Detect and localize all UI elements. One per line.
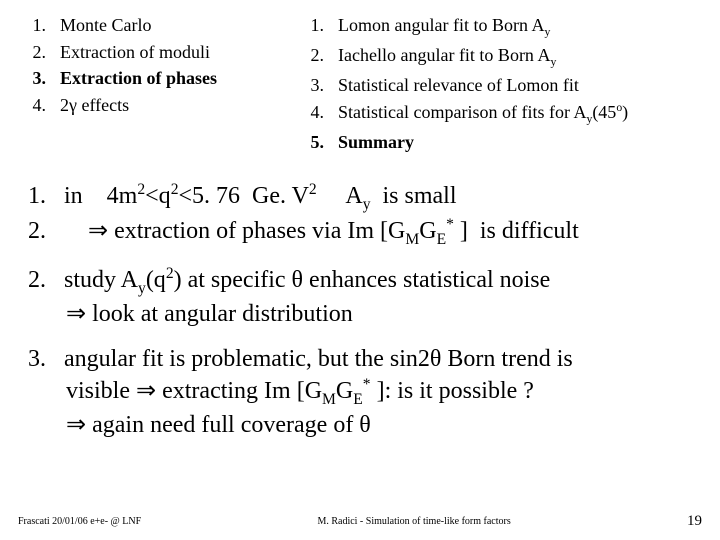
list-text: Statistical comparison of fits for Ay(45… [338, 101, 628, 127]
list-number: 4. [306, 101, 324, 127]
body-paragraph: 1. in 4m2<q2<5. 76 Ge. V2 Ay is small2. … [28, 180, 692, 250]
list-number: 1. [306, 14, 324, 40]
body-text: 1. in 4m2<q2<5. 76 Ge. V2 Ay is small2. … [28, 180, 692, 442]
list-text: Extraction of phases [60, 67, 217, 90]
list-item: 5. Summary [306, 131, 692, 154]
list-text: Monte Carlo [60, 14, 152, 37]
left-list: 1. Monte Carlo 2. Extraction of moduli 3. Ext… [28, 14, 272, 154]
footer: Frascati 20/01/06 e+e- @ LNF M. Radici -… [0, 513, 720, 530]
list-item: 4. 2γ effects [28, 94, 272, 117]
body-paragraph: 2. study Ay(q2) at specific θ enhances s… [28, 264, 692, 330]
list-text: 2γ effects [60, 94, 129, 117]
list-number: 3. [306, 74, 324, 97]
footer-center: M. Radici - Simulation of time-like form… [317, 516, 510, 527]
list-number: 4. [28, 94, 46, 117]
list-number: 2. [306, 44, 324, 70]
list-number: 1. [28, 14, 46, 37]
footer-left: Frascati 20/01/06 e+e- @ LNF [18, 516, 141, 527]
list-item: 3. Extraction of phases [28, 67, 272, 90]
list-item: 1. Lomon angular fit to Born Ay [306, 14, 692, 40]
list-text: Statistical relevance of Lomon fit [338, 74, 579, 97]
right-list: 1. Lomon angular fit to Born Ay 2. Iachello… [306, 14, 692, 154]
slide: 1. Monte Carlo 2. Extraction of moduli 3. Ext… [0, 0, 720, 540]
list-item: 1. Monte Carlo [28, 14, 272, 37]
list-item: 2. Extraction of moduli [28, 41, 272, 64]
body-paragraph: 3. angular fit is problematic, but the s… [28, 344, 692, 441]
list-item: 3. Statistical relevance of Lomon fit [306, 74, 692, 97]
list-text: Summary [338, 131, 414, 154]
list-number: 5. [306, 131, 324, 154]
list-text: Iachello angular fit to Born Ay [338, 44, 556, 70]
page-number: 19 [687, 513, 702, 530]
list-number: 2. [28, 41, 46, 64]
list-text: Lomon angular fit to Born Ay [338, 14, 550, 40]
top-lists: 1. Monte Carlo 2. Extraction of moduli 3. Ext… [28, 14, 692, 154]
list-item: 2. Iachello angular fit to Born Ay [306, 44, 692, 70]
list-number: 3. [28, 67, 46, 90]
list-text: Extraction of moduli [60, 41, 210, 64]
list-item: 4. Statistical comparison of fits for Ay(… [306, 101, 692, 127]
